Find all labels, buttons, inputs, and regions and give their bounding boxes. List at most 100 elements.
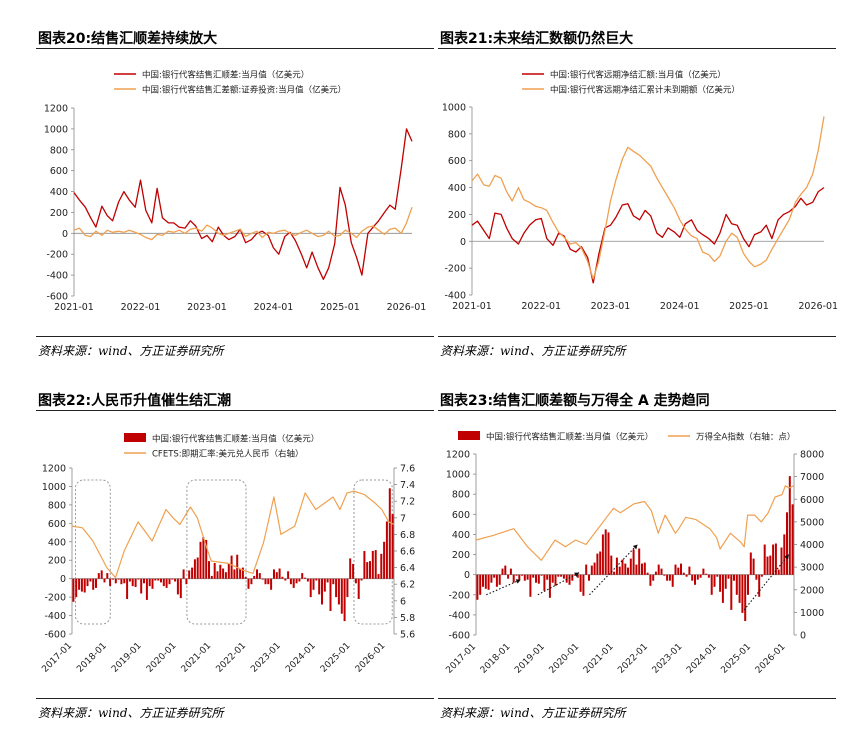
bar [579,574,582,592]
chart-title-21: 图表21:未来结汇数额仍然巨大 [440,31,634,47]
bar [654,571,657,575]
bar [126,578,129,599]
bar [95,578,97,588]
bar [705,573,708,575]
y-tick-label: -400 [448,610,470,621]
bar [733,574,735,581]
bar [131,578,134,587]
bar [306,578,309,582]
chart-panel-23: 图表23:结售汇顺差额与万得全 A 走势趋同 中国:银行代客结售汇顺差:当月值（… [434,372,868,744]
bar [763,544,766,575]
bar [256,569,258,579]
bar [323,578,326,592]
bar [487,574,490,590]
bar [498,574,501,585]
x-tick-label: 2023-01 [187,302,227,313]
bar [239,568,242,579]
bar [371,551,374,579]
y-tick-label: -600 [44,630,66,641]
bar [663,574,666,576]
bar [707,574,710,578]
x-tick-label: 2024-01 [660,301,700,312]
bar [208,561,210,579]
bar [755,574,758,580]
y2-tick-label: 7.6 [400,464,415,475]
legend-label: CFETS:即期汇率:美元兑人民币（右轴） [152,449,304,460]
y-tick-label: -400 [46,271,68,282]
trend-arrow [589,544,638,596]
bar [532,574,535,578]
x-tick-label: 2017-01 [444,642,478,676]
x-tick-label: 2018-01 [75,641,109,675]
bar [233,569,236,579]
bar [335,578,338,598]
bar [281,576,284,579]
chart-panel-20: 图表20:结售汇顺差持续放大 中国:银行代客结售汇顺差:当月值（亿美元） 中国:银… [0,0,434,372]
x-tick-label: 2024-01 [254,302,294,313]
x-tick-label: 2017-01 [40,641,74,675]
bar [590,565,593,575]
bar [179,578,182,599]
bar [515,574,518,576]
chart-20: 中国:银行代客结售汇顺差:当月值（亿美元） 中国:银行代客结售汇差额:证券投资:当… [44,70,427,314]
bar [696,574,699,580]
bar [103,578,106,583]
bar [117,578,120,580]
x-tick-label: 2018-01 [479,642,513,676]
bar [369,561,371,579]
y-tick-label: 200 [48,556,66,567]
y-tick-label: 400 [452,530,470,541]
bar [171,578,174,580]
bar [649,574,652,586]
y-tick-label: 200 [448,210,466,221]
legend-label: 中国:银行代客远期净结汇累计未到期额（亿美元） [550,85,740,96]
x-tick-label: 2024-01 [284,641,318,675]
bar [343,578,346,622]
bar [148,578,151,587]
bar [205,539,208,579]
bar [326,578,329,583]
y2-tick-label: 7.4 [400,480,415,491]
bar [385,521,388,579]
bar [576,574,579,578]
trend-arrow [743,554,790,611]
y2-tick-label: 6.4 [400,563,415,574]
bar [391,514,394,579]
x-tick-label: 2019-01 [513,642,547,676]
bar [123,578,126,584]
bar [540,574,543,576]
bar [318,578,321,595]
bar [120,578,123,585]
bar [213,563,216,579]
bar [193,559,196,579]
y-tick-label: 200 [50,208,68,219]
bar [537,574,540,584]
series-line [471,187,825,284]
bar [747,574,749,595]
bar [357,578,360,599]
x-tick-label: 2021-01 [54,302,94,313]
bar [548,574,551,598]
bar [752,558,755,575]
bar [160,578,162,583]
x-tick-label: 2022-01 [215,641,249,675]
bar [191,567,194,579]
bar [374,550,377,579]
x-tick-label: 2025-01 [729,301,769,312]
bar [512,574,515,583]
y2-tick-label: 6.2 [400,580,415,591]
y2-tick-label: 7.2 [400,497,415,508]
bar [772,544,775,575]
bar [482,574,484,587]
bar [618,566,621,575]
bar [196,557,199,579]
bar [349,558,352,579]
bar [523,574,526,581]
bar [557,574,560,577]
x-tick-label: 2021-01 [582,642,616,676]
bar [593,562,596,575]
y-tick-label: 1000 [44,124,68,135]
y2-tick-label: 5.6 [400,630,415,641]
bar [535,574,537,583]
bar [551,574,554,583]
